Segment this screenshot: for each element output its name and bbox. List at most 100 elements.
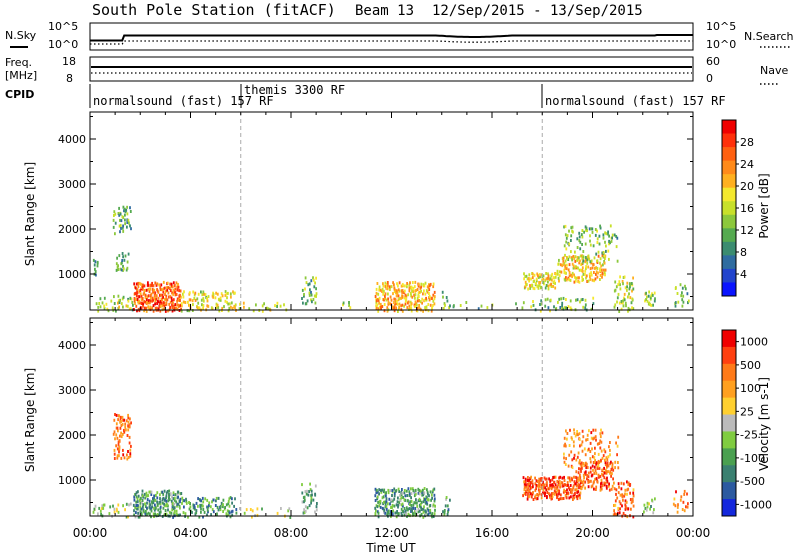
heatmap-cell xyxy=(387,297,389,301)
heatmap-cell xyxy=(398,281,401,285)
heatmap-cell xyxy=(383,500,385,504)
heatmap-cell xyxy=(545,277,548,281)
heatmap-cell xyxy=(96,260,99,264)
heatmap-cell xyxy=(564,253,566,257)
heatmap-cell xyxy=(375,300,378,304)
heatmap-cell xyxy=(303,293,305,296)
heatmap-cell xyxy=(596,241,599,244)
heatmap-cell xyxy=(157,508,160,512)
heatmap-cell xyxy=(654,297,656,301)
heatmap-cell xyxy=(601,456,604,460)
cpid-label: CPID xyxy=(5,88,34,101)
heatmap-cell xyxy=(542,277,545,281)
heatmap-cell xyxy=(522,494,524,498)
heatmap-cell xyxy=(424,497,426,501)
heatmap-cell xyxy=(446,504,449,508)
heatmap-cell xyxy=(577,494,580,498)
heatmap-cell xyxy=(408,490,411,494)
heatmap-cell xyxy=(401,303,404,307)
heatmap-cell xyxy=(252,309,255,313)
heatmap-cell xyxy=(133,282,136,286)
heatmap-cell xyxy=(156,503,159,507)
heatmap-cell xyxy=(154,294,156,297)
heatmap-cell xyxy=(127,299,130,303)
heatmap-cell xyxy=(585,462,588,466)
heatmap-cell xyxy=(414,511,417,515)
heatmap-cell xyxy=(628,292,630,296)
heatmap-cell xyxy=(403,491,406,495)
heatmap-cell xyxy=(206,513,208,517)
heatmap-cell xyxy=(229,292,232,296)
heatmap-cell xyxy=(525,489,528,493)
heatmap-cell xyxy=(125,268,128,272)
heatmap-cell xyxy=(160,283,163,287)
heatmap-cell xyxy=(315,276,317,280)
heatmap-cell xyxy=(420,289,422,293)
heatmap-cell xyxy=(98,302,101,305)
heatmap-cell xyxy=(646,505,649,509)
heatmap-cell xyxy=(581,449,584,453)
heatmap-cell xyxy=(122,453,125,457)
heatmap-cell xyxy=(594,266,596,270)
heatmap-cell xyxy=(528,482,530,486)
heatmap-cell xyxy=(114,221,117,225)
heatmap-cell xyxy=(622,276,625,279)
heatmap-cell xyxy=(560,481,563,485)
heatmap-cell xyxy=(214,296,217,300)
heatmap-cell xyxy=(116,454,119,458)
heatmap-cell xyxy=(314,301,317,305)
heatmap-cell xyxy=(621,280,624,283)
heatmap-cell xyxy=(594,277,597,281)
heatmap-cell xyxy=(570,436,573,440)
heatmap-cell xyxy=(397,298,400,302)
heatmap-cell xyxy=(150,493,153,496)
heatmap-cell xyxy=(135,495,138,499)
heatmap-cell xyxy=(417,282,420,286)
heatmap-cell xyxy=(621,495,624,499)
heatmap-cell xyxy=(165,512,168,516)
heatmap-cell xyxy=(206,505,208,509)
heatmap-cell xyxy=(419,502,422,506)
heatmap-cell xyxy=(348,304,350,307)
heatmap-cell xyxy=(143,291,146,295)
heatmap-cell xyxy=(556,496,558,500)
heatmap-cell xyxy=(526,479,529,482)
heatmap-cell xyxy=(574,482,577,486)
heatmap-cell xyxy=(534,476,536,480)
heatmap-cell xyxy=(376,303,379,307)
heatmap-cell xyxy=(600,449,603,453)
heatmap-cell xyxy=(424,292,427,296)
heatmap-cell xyxy=(159,510,162,514)
heatmap-cell xyxy=(605,244,607,248)
heatmap-cell xyxy=(141,494,144,498)
heatmap-cell xyxy=(134,302,136,305)
heatmap-cell xyxy=(542,281,545,284)
heatmap-cell xyxy=(375,491,378,495)
heatmap-cell xyxy=(115,268,118,272)
heatmap-cell xyxy=(575,470,578,474)
heatmap-cell xyxy=(392,509,394,513)
heatmap-cell xyxy=(192,290,195,294)
heatmap-cell xyxy=(212,498,215,502)
heatmap-cell xyxy=(303,294,305,298)
heatmap-cell xyxy=(389,489,392,493)
heatmap-cell xyxy=(532,286,535,290)
x-tick-label: 00:00 xyxy=(676,526,711,540)
heatmap-cell xyxy=(587,475,590,479)
heatmap-cell xyxy=(546,297,549,301)
heatmap-cell xyxy=(590,479,592,483)
heatmap-cell xyxy=(202,515,204,519)
heatmap-cell xyxy=(523,480,525,484)
heatmap-cell xyxy=(136,507,139,511)
heatmap-cell xyxy=(575,475,577,479)
heatmap-cell xyxy=(423,284,426,288)
heatmap-cell xyxy=(157,290,160,294)
heatmap-cell xyxy=(127,450,129,453)
heatmap-cell xyxy=(603,471,606,475)
heatmap-cell xyxy=(408,283,411,287)
heatmap-cell xyxy=(397,288,400,292)
heatmap-cell xyxy=(403,489,406,492)
heatmap-cell xyxy=(138,309,141,313)
heatmap-cell xyxy=(539,303,541,306)
